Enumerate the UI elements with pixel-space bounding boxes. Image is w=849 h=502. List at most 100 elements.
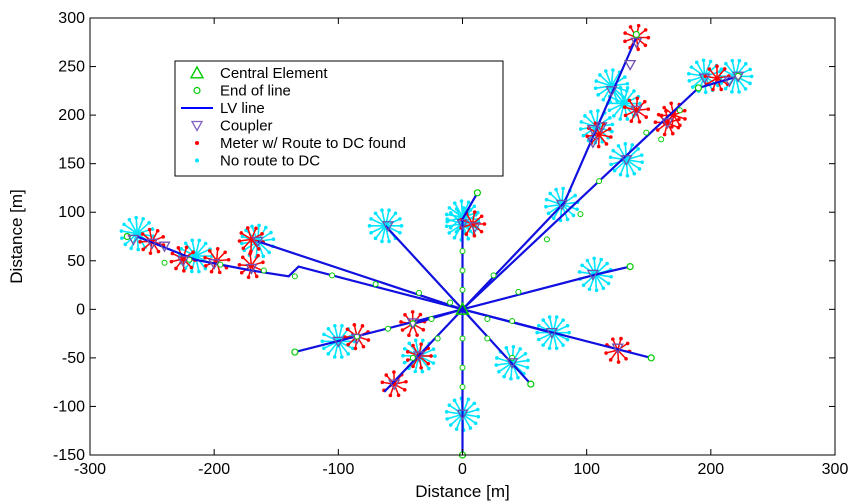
no-route-meter	[267, 250, 272, 255]
no-route-meter	[601, 97, 606, 102]
no-route-meter	[605, 261, 609, 266]
coupler-marker	[620, 155, 633, 167]
no-route-meter	[554, 187, 558, 192]
no-route-spoke	[552, 332, 564, 346]
meter-route-meter	[646, 35, 651, 40]
meter-route-meter	[611, 337, 615, 341]
no-route-spoke	[446, 213, 463, 218]
no-route-meter	[120, 236, 124, 240]
no-route-spoke	[561, 188, 564, 205]
no-route-meter	[326, 327, 331, 331]
meter-route-spoke	[471, 211, 476, 225]
no-route-meter	[737, 90, 741, 94]
meter-route-spoke	[251, 264, 263, 272]
meter-route-meter	[670, 131, 675, 136]
lv-line	[384, 225, 464, 311]
no-route-meter	[369, 217, 373, 221]
no-route-meter	[269, 230, 273, 235]
no-route-spoke	[337, 341, 343, 358]
meter-route-spoke	[672, 114, 681, 126]
meter-route-meter	[226, 257, 231, 262]
legend-marker-coupler	[190, 120, 204, 132]
meter-route-spoke	[151, 240, 164, 246]
no-route-spoke	[610, 85, 618, 102]
lv-line	[461, 192, 479, 310]
coupler-marker	[468, 222, 482, 234]
meter-route-spoke	[239, 264, 252, 267]
meter-route-meter	[426, 361, 431, 366]
no-route-spoke	[599, 74, 613, 87]
no-route-meter	[596, 109, 600, 113]
coupler-marker	[586, 125, 599, 137]
meter-route-meter	[388, 393, 393, 398]
no-route-spoke	[337, 328, 349, 342]
no-route-spoke	[623, 90, 635, 104]
coupler-marker	[456, 409, 469, 421]
no-route-meter	[122, 222, 126, 227]
central-element-marker	[455, 301, 470, 315]
no-route-meter	[625, 86, 630, 90]
line-node-marker	[676, 107, 683, 114]
coupler-marker	[595, 122, 608, 134]
coupler-marker	[388, 379, 401, 391]
no-route-meter	[402, 360, 407, 365]
no-route-meter	[624, 89, 629, 93]
no-route-spoke	[194, 240, 201, 257]
legend-entry: Coupler	[190, 118, 273, 135]
no-route-meter	[612, 168, 617, 173]
meter-route-meter	[604, 142, 609, 146]
meter-route-meter	[405, 350, 410, 354]
meter-route-spoke	[182, 251, 194, 260]
y-tick-label: 0	[76, 301, 85, 318]
line-node-marker	[596, 178, 603, 185]
no-route-meter	[719, 67, 724, 71]
line-node-marker	[161, 259, 168, 266]
end-of-line-marker	[694, 84, 703, 92]
no-route-spoke	[384, 212, 397, 227]
coupler-marker	[350, 333, 364, 345]
no-route-meter	[454, 427, 459, 431]
no-route-spoke	[549, 192, 563, 206]
meter-route-spoke	[239, 238, 252, 242]
meter-route-meter	[629, 119, 634, 123]
no-route-meter	[452, 201, 457, 205]
meter-route-meter	[403, 313, 407, 317]
no-route-spoke	[135, 217, 138, 234]
coupler-marker	[723, 76, 736, 88]
line-node-marker	[484, 316, 491, 323]
no-route-meter	[632, 171, 637, 176]
line-node-marker	[490, 272, 497, 279]
no-route-meter	[444, 224, 449, 229]
line-node-marker	[428, 316, 435, 323]
no-route-meter	[638, 101, 642, 106]
line-node-marker	[459, 335, 466, 342]
no-route-meter	[526, 358, 530, 363]
no-route-spoke	[453, 202, 464, 218]
no-route-meter	[610, 129, 614, 134]
meter-route-meter	[353, 346, 358, 351]
no-route-meter	[452, 235, 457, 240]
no-route-spoke	[688, 72, 705, 78]
meter-route-spoke	[412, 345, 420, 357]
meter-route-meter	[169, 259, 174, 264]
no-route-meter	[609, 274, 613, 279]
no-route-spoke	[460, 201, 464, 218]
no-route-meter	[604, 69, 608, 73]
meter-route-meter	[360, 324, 365, 328]
meter-route-spoke	[666, 122, 674, 134]
no-route-spoke	[623, 102, 635, 117]
no-route-meter	[565, 217, 570, 222]
no-route-meter	[623, 75, 627, 79]
no-route-meter	[398, 230, 402, 235]
meter-route-meter	[345, 327, 350, 332]
coupler-marker	[251, 236, 264, 248]
meter-route-meter	[260, 232, 264, 236]
no-route-meter	[592, 256, 596, 261]
meter-route-meter	[623, 113, 628, 118]
no-route-meter	[606, 281, 611, 286]
coupler-marker	[661, 118, 674, 130]
meter-route-meter	[677, 117, 681, 122]
meter-route-meter	[207, 249, 212, 253]
no-route-meter	[445, 219, 449, 224]
x-tick-label: -200	[198, 461, 230, 478]
